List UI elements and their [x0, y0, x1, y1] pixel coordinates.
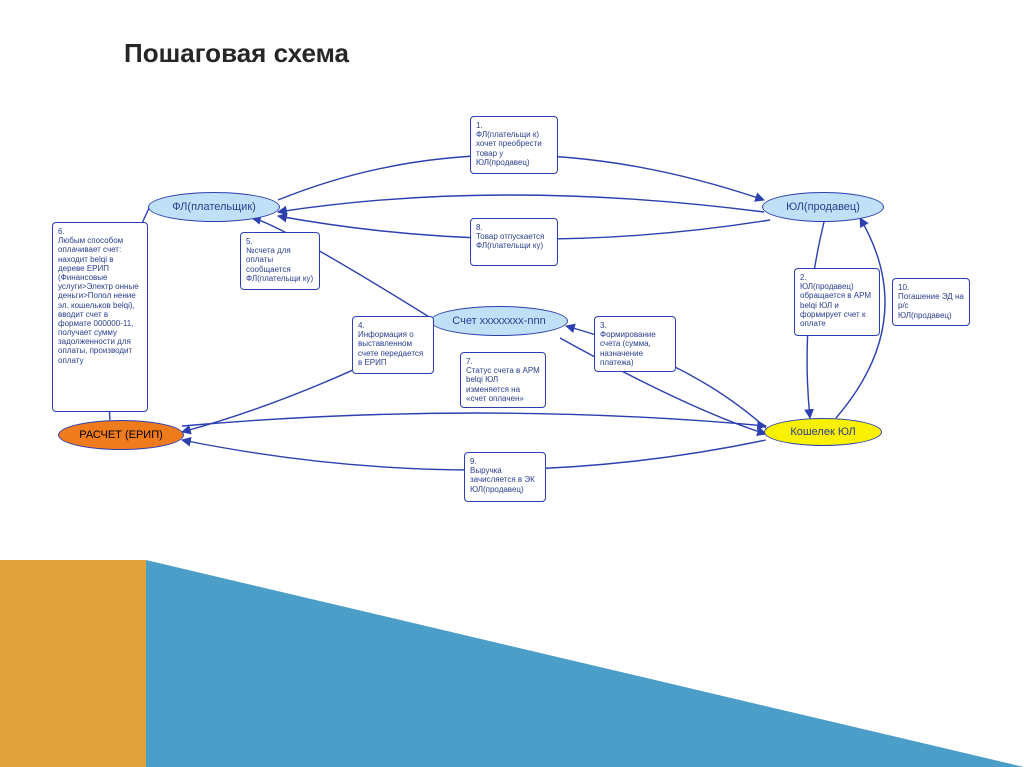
footer-decoration	[0, 0, 1024, 767]
